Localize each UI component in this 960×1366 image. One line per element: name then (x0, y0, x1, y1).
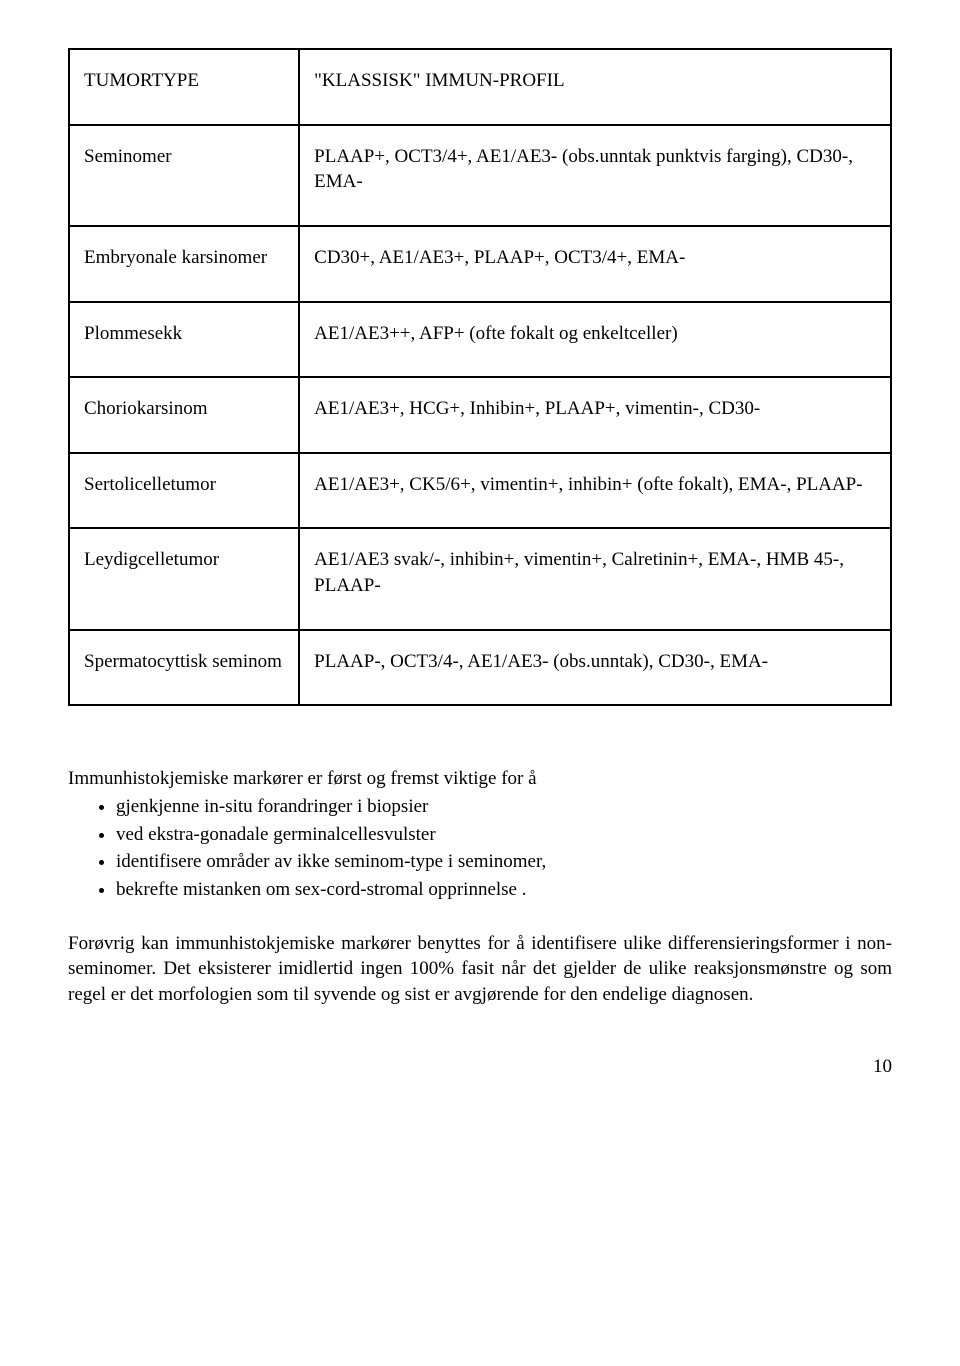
table-header-left: TUMORTYPE (69, 49, 299, 125)
cell-tumortype: Leydigcelletumor (69, 528, 299, 629)
table-row: Embryonale karsinomer CD30+, AE1/AE3+, P… (69, 226, 891, 302)
table-row: Choriokarsinom AE1/AE3+, HCG+, Inhibin+,… (69, 377, 891, 453)
cell-immunprofile: AE1/AE3+, CK5/6+, vimentin+, inhibin+ (o… (299, 453, 891, 529)
body-paragraph: Forøvrig kan immunhistokjemiske markører… (68, 931, 892, 1008)
cell-immunprofile: PLAAP-, OCT3/4-, AE1/AE3- (obs.unntak), … (299, 630, 891, 706)
cell-immunprofile: AE1/AE3 svak/-, inhibin+, vimentin+, Cal… (299, 528, 891, 629)
immunprofile-table: TUMORTYPE "KLASSISK" IMMUN-PROFIL Semino… (68, 48, 892, 706)
table-row: Sertolicelletumor AE1/AE3+, CK5/6+, vime… (69, 453, 891, 529)
cell-immunprofile: AE1/AE3++, AFP+ (ofte fokalt og enkeltce… (299, 302, 891, 378)
cell-tumortype: Sertolicelletumor (69, 453, 299, 529)
table-row: Seminomer PLAAP+, OCT3/4+, AE1/AE3- (obs… (69, 125, 891, 226)
cell-immunprofile: CD30+, AE1/AE3+, PLAAP+, OCT3/4+, EMA- (299, 226, 891, 302)
cell-tumortype: Plommesekk (69, 302, 299, 378)
bullet-list: gjenkjenne in-situ forandringer i biopsi… (68, 794, 892, 903)
table-row: Plommesekk AE1/AE3++, AFP+ (ofte fokalt … (69, 302, 891, 378)
intro-text: Immunhistokjemiske markører er først og … (68, 766, 892, 792)
table-row: Spermatocyttisk seminom PLAAP-, OCT3/4-,… (69, 630, 891, 706)
table-header-right: "KLASSISK" IMMUN-PROFIL (299, 49, 891, 125)
table-header-row: TUMORTYPE "KLASSISK" IMMUN-PROFIL (69, 49, 891, 125)
cell-immunprofile: AE1/AE3+, HCG+, Inhibin+, PLAAP+, viment… (299, 377, 891, 453)
list-item: identifisere områder av ikke seminom-typ… (116, 849, 892, 875)
cell-tumortype: Choriokarsinom (69, 377, 299, 453)
list-item: bekrefte mistanken om sex-cord-stromal o… (116, 877, 892, 903)
list-item: gjenkjenne in-situ forandringer i biopsi… (116, 794, 892, 820)
cell-tumortype: Embryonale karsinomer (69, 226, 299, 302)
cell-immunprofile: PLAAP+, OCT3/4+, AE1/AE3- (obs.unntak pu… (299, 125, 891, 226)
list-item: ved ekstra-gonadale germinalcellesvulste… (116, 822, 892, 848)
page-number: 10 (68, 1054, 892, 1080)
cell-tumortype: Spermatocyttisk seminom (69, 630, 299, 706)
table-row: Leydigcelletumor AE1/AE3 svak/-, inhibin… (69, 528, 891, 629)
cell-tumortype: Seminomer (69, 125, 299, 226)
